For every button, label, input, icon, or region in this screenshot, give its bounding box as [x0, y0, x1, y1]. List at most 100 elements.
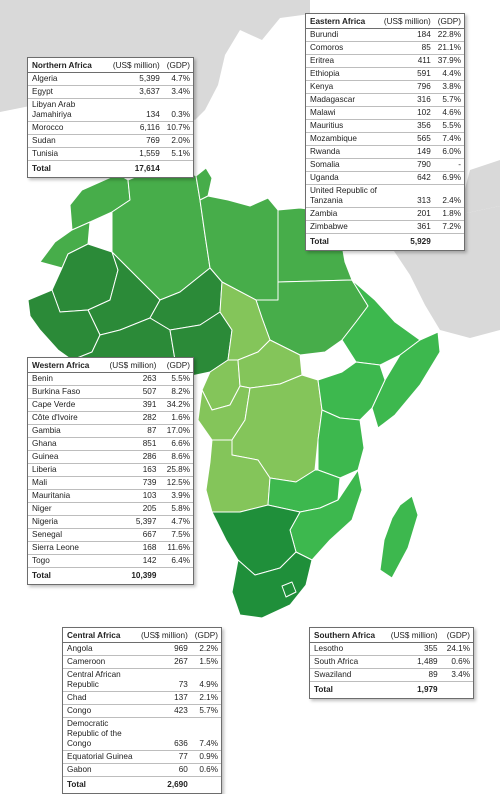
- table-row: Algeria 5,399 4.7%: [28, 72, 193, 86]
- total-label: Total: [310, 681, 383, 698]
- table-row: Somalia 790-: [306, 158, 464, 172]
- table-header-row: Southern Africa (US$ million) (GDP): [310, 628, 473, 643]
- total-label: Total: [63, 776, 137, 793]
- gdp-share: 24.1%: [440, 642, 473, 656]
- table-row: Sierra Leone 168 11.6%: [28, 541, 193, 555]
- panel-rows: Angola 969 2.2% Cameroon 267 1.5% Central Afri…: [63, 642, 221, 777]
- aid-value: 356: [379, 119, 434, 133]
- country-name: Ethiopia: [306, 67, 380, 81]
- aid-value: 796: [379, 80, 434, 94]
- gdp-share: 5.5%: [433, 119, 464, 133]
- country-name: Angola: [63, 642, 137, 656]
- country-name: Nigeria: [28, 515, 100, 529]
- aid-value: 355: [382, 642, 441, 656]
- gdp-share: 4.7%: [159, 515, 193, 529]
- aid-value: 102: [379, 106, 434, 120]
- gdp-share: 2.2%: [190, 642, 221, 656]
- gdp-share: 5.7%: [190, 704, 221, 718]
- panel-rows: Burundi 184 22.8% Comoros 85 21.1% Eritrea 411 3…: [306, 28, 464, 234]
- aid-value: 163: [99, 463, 160, 477]
- aid-value: 667: [99, 528, 160, 542]
- country-name: South Africa: [310, 655, 383, 669]
- unit-label: (US$ million): [108, 58, 163, 73]
- total-value: 10,399: [99, 567, 160, 584]
- gdp-share: 3.4%: [162, 85, 193, 99]
- gdp-label: (GDP): [433, 14, 464, 29]
- aid-value: 168: [99, 541, 160, 555]
- gdp-share: 1.6%: [159, 411, 193, 425]
- aid-value: 5,399: [108, 72, 163, 86]
- gdp-share: 6.4%: [159, 554, 193, 568]
- table-row: Libyan Arab Jamahiriya 134 0.3%: [28, 98, 193, 122]
- gdp-share: 6.6%: [159, 437, 193, 451]
- gdp-share: -: [433, 158, 464, 172]
- table-row: Angola 969 2.2%: [63, 642, 221, 656]
- gdp-share: 6.9%: [433, 171, 464, 185]
- country-name: Sierra Leone: [28, 541, 100, 555]
- table-row: Kenya 796 3.8%: [306, 80, 464, 94]
- gdp-share: 0.6%: [440, 655, 473, 669]
- gdp-share: 2.4%: [433, 184, 464, 208]
- gdp-share: 7.4%: [433, 132, 464, 146]
- table-header-row: Western Africa (US$ million) (GDP): [28, 358, 193, 373]
- aid-value: 411: [379, 54, 434, 68]
- country-name: Mauritania: [28, 489, 100, 503]
- table-row: Senegal 667 7.5%: [28, 528, 193, 542]
- table-row: Cameroon 267 1.5%: [63, 655, 221, 669]
- table-row: Benin 263 5.5%: [28, 372, 193, 386]
- gdp-share: 3.8%: [433, 80, 464, 94]
- country-name: Chad: [63, 691, 137, 705]
- aid-value: 286: [99, 450, 160, 464]
- country-name: Kenya: [306, 80, 380, 94]
- gdp-share: 7.4%: [190, 717, 221, 751]
- aid-value: 969: [136, 642, 191, 656]
- table-row: Equatorial Guinea 77 0.9%: [63, 750, 221, 764]
- aid-value: 769: [108, 134, 163, 148]
- gdp-share: 10.7%: [162, 121, 193, 135]
- country-name: Cape Verde: [28, 398, 100, 412]
- aid-value: 60: [136, 763, 191, 777]
- table-row: Madagascar 316 5.7%: [306, 93, 464, 107]
- gdp-share: 25.8%: [159, 463, 193, 477]
- table-row: Burundi 184 22.8%: [306, 28, 464, 42]
- gdp-share: 6.0%: [433, 145, 464, 159]
- unit-label: (US$ million): [136, 628, 191, 643]
- table-row: Congo 423 5.7%: [63, 704, 221, 718]
- total-row: Total 5,929: [306, 233, 464, 250]
- country-name: Swaziland: [310, 668, 383, 682]
- country-name: United Republic of Tanzania: [306, 184, 380, 208]
- table-row: Côte d'Ivoire 282 1.6%: [28, 411, 193, 425]
- country-name: Tunisia: [28, 147, 109, 161]
- gdp-share: 2.0%: [162, 134, 193, 148]
- table-row: Sudan 769 2.0%: [28, 134, 193, 148]
- aid-value: 591: [379, 67, 434, 81]
- table-header-row: Northern Africa (US$ million) (GDP): [28, 58, 193, 73]
- gdp-label: (GDP): [162, 58, 193, 73]
- middle-east-land: [462, 160, 500, 214]
- country-name: Mali: [28, 476, 100, 490]
- panel-rows: Lesotho 355 24.1% South Africa 1,489 0.6% Swaz…: [310, 642, 473, 682]
- gdp-share: 7.2%: [433, 220, 464, 234]
- aid-value: 313: [379, 184, 434, 208]
- table-row: Uganda 642 6.9%: [306, 171, 464, 185]
- region-tunisia: [195, 167, 213, 201]
- gdp-share: 17.0%: [159, 424, 193, 438]
- gdp-share: 3.4%: [440, 668, 473, 682]
- gdp-share: 0.3%: [162, 98, 193, 122]
- table-row: Gambia 87 17.0%: [28, 424, 193, 438]
- panel-central-africa: Central Africa (US$ million) (GDP) Angol…: [62, 627, 222, 794]
- aid-value: 184: [379, 28, 434, 42]
- gdp-label: (GDP): [440, 628, 473, 643]
- table-row: Mauritania 103 3.9%: [28, 489, 193, 503]
- table-row: United Republic of Tanzania 313 2.4%: [306, 184, 464, 208]
- country-name: Libyan Arab Jamahiriya: [28, 98, 109, 122]
- table-row: Democratic Republic of the Congo 636 7.4%: [63, 717, 221, 751]
- table-row: Burkina Faso 507 8.2%: [28, 385, 193, 399]
- table-row: South Africa 1,489 0.6%: [310, 655, 473, 669]
- total-value: 1,979: [382, 681, 441, 698]
- table-row: Liberia 163 25.8%: [28, 463, 193, 477]
- panel-title: Southern Africa: [310, 628, 383, 643]
- total-gdp-blank: [433, 233, 464, 250]
- northern-africa-table: Northern Africa (US$ million) (GDP) Alge…: [28, 58, 193, 177]
- table-row: Morocco 6,116 10.7%: [28, 121, 193, 135]
